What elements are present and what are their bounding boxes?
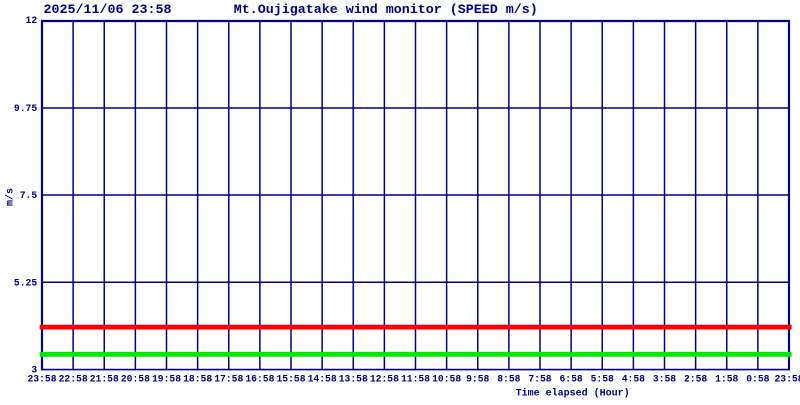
svg-text:9.75: 9.75 bbox=[14, 103, 37, 114]
svg-text:3:58: 3:58 bbox=[653, 373, 676, 384]
svg-text:1:58: 1:58 bbox=[715, 373, 738, 384]
svg-text:7.5: 7.5 bbox=[20, 190, 38, 201]
svg-text:12:58: 12:58 bbox=[370, 373, 399, 384]
svg-text:2025/11/06 23:58: 2025/11/06 23:58 bbox=[44, 3, 172, 18]
svg-text:14:58: 14:58 bbox=[308, 373, 337, 384]
svg-text:10:58: 10:58 bbox=[432, 373, 461, 384]
svg-text:18:58: 18:58 bbox=[183, 373, 212, 384]
svg-text:16:58: 16:58 bbox=[245, 373, 274, 384]
svg-text:7:58: 7:58 bbox=[528, 373, 551, 384]
svg-text:8:58: 8:58 bbox=[497, 373, 520, 384]
svg-text:20:58: 20:58 bbox=[121, 373, 150, 384]
svg-text:15:58: 15:58 bbox=[276, 373, 305, 384]
svg-text:13:58: 13:58 bbox=[339, 373, 368, 384]
svg-text:6:58: 6:58 bbox=[559, 373, 582, 384]
svg-text:0:58: 0:58 bbox=[746, 373, 769, 384]
svg-text:Mt.Oujigatake wind monitor (SP: Mt.Oujigatake wind monitor (SPEED m/s) bbox=[234, 3, 538, 18]
svg-text:11:58: 11:58 bbox=[401, 373, 430, 384]
svg-text:12: 12 bbox=[26, 15, 38, 26]
svg-text:17:58: 17:58 bbox=[214, 373, 243, 384]
svg-text:5.25: 5.25 bbox=[14, 277, 37, 288]
svg-text:19:58: 19:58 bbox=[152, 373, 181, 384]
svg-text:9:58: 9:58 bbox=[466, 373, 489, 384]
svg-text:Time elapsed (Hour): Time elapsed (Hour) bbox=[516, 387, 630, 399]
svg-text:m/s: m/s bbox=[4, 188, 16, 206]
svg-text:21:58: 21:58 bbox=[90, 373, 119, 384]
svg-text:2:58: 2:58 bbox=[684, 373, 707, 384]
svg-text:23:58: 23:58 bbox=[27, 373, 56, 384]
svg-text:22:58: 22:58 bbox=[59, 373, 88, 384]
svg-text:3: 3 bbox=[31, 364, 37, 375]
svg-text:4:58: 4:58 bbox=[622, 373, 645, 384]
svg-text:5:58: 5:58 bbox=[591, 373, 614, 384]
svg-text:23:58: 23:58 bbox=[774, 373, 800, 384]
